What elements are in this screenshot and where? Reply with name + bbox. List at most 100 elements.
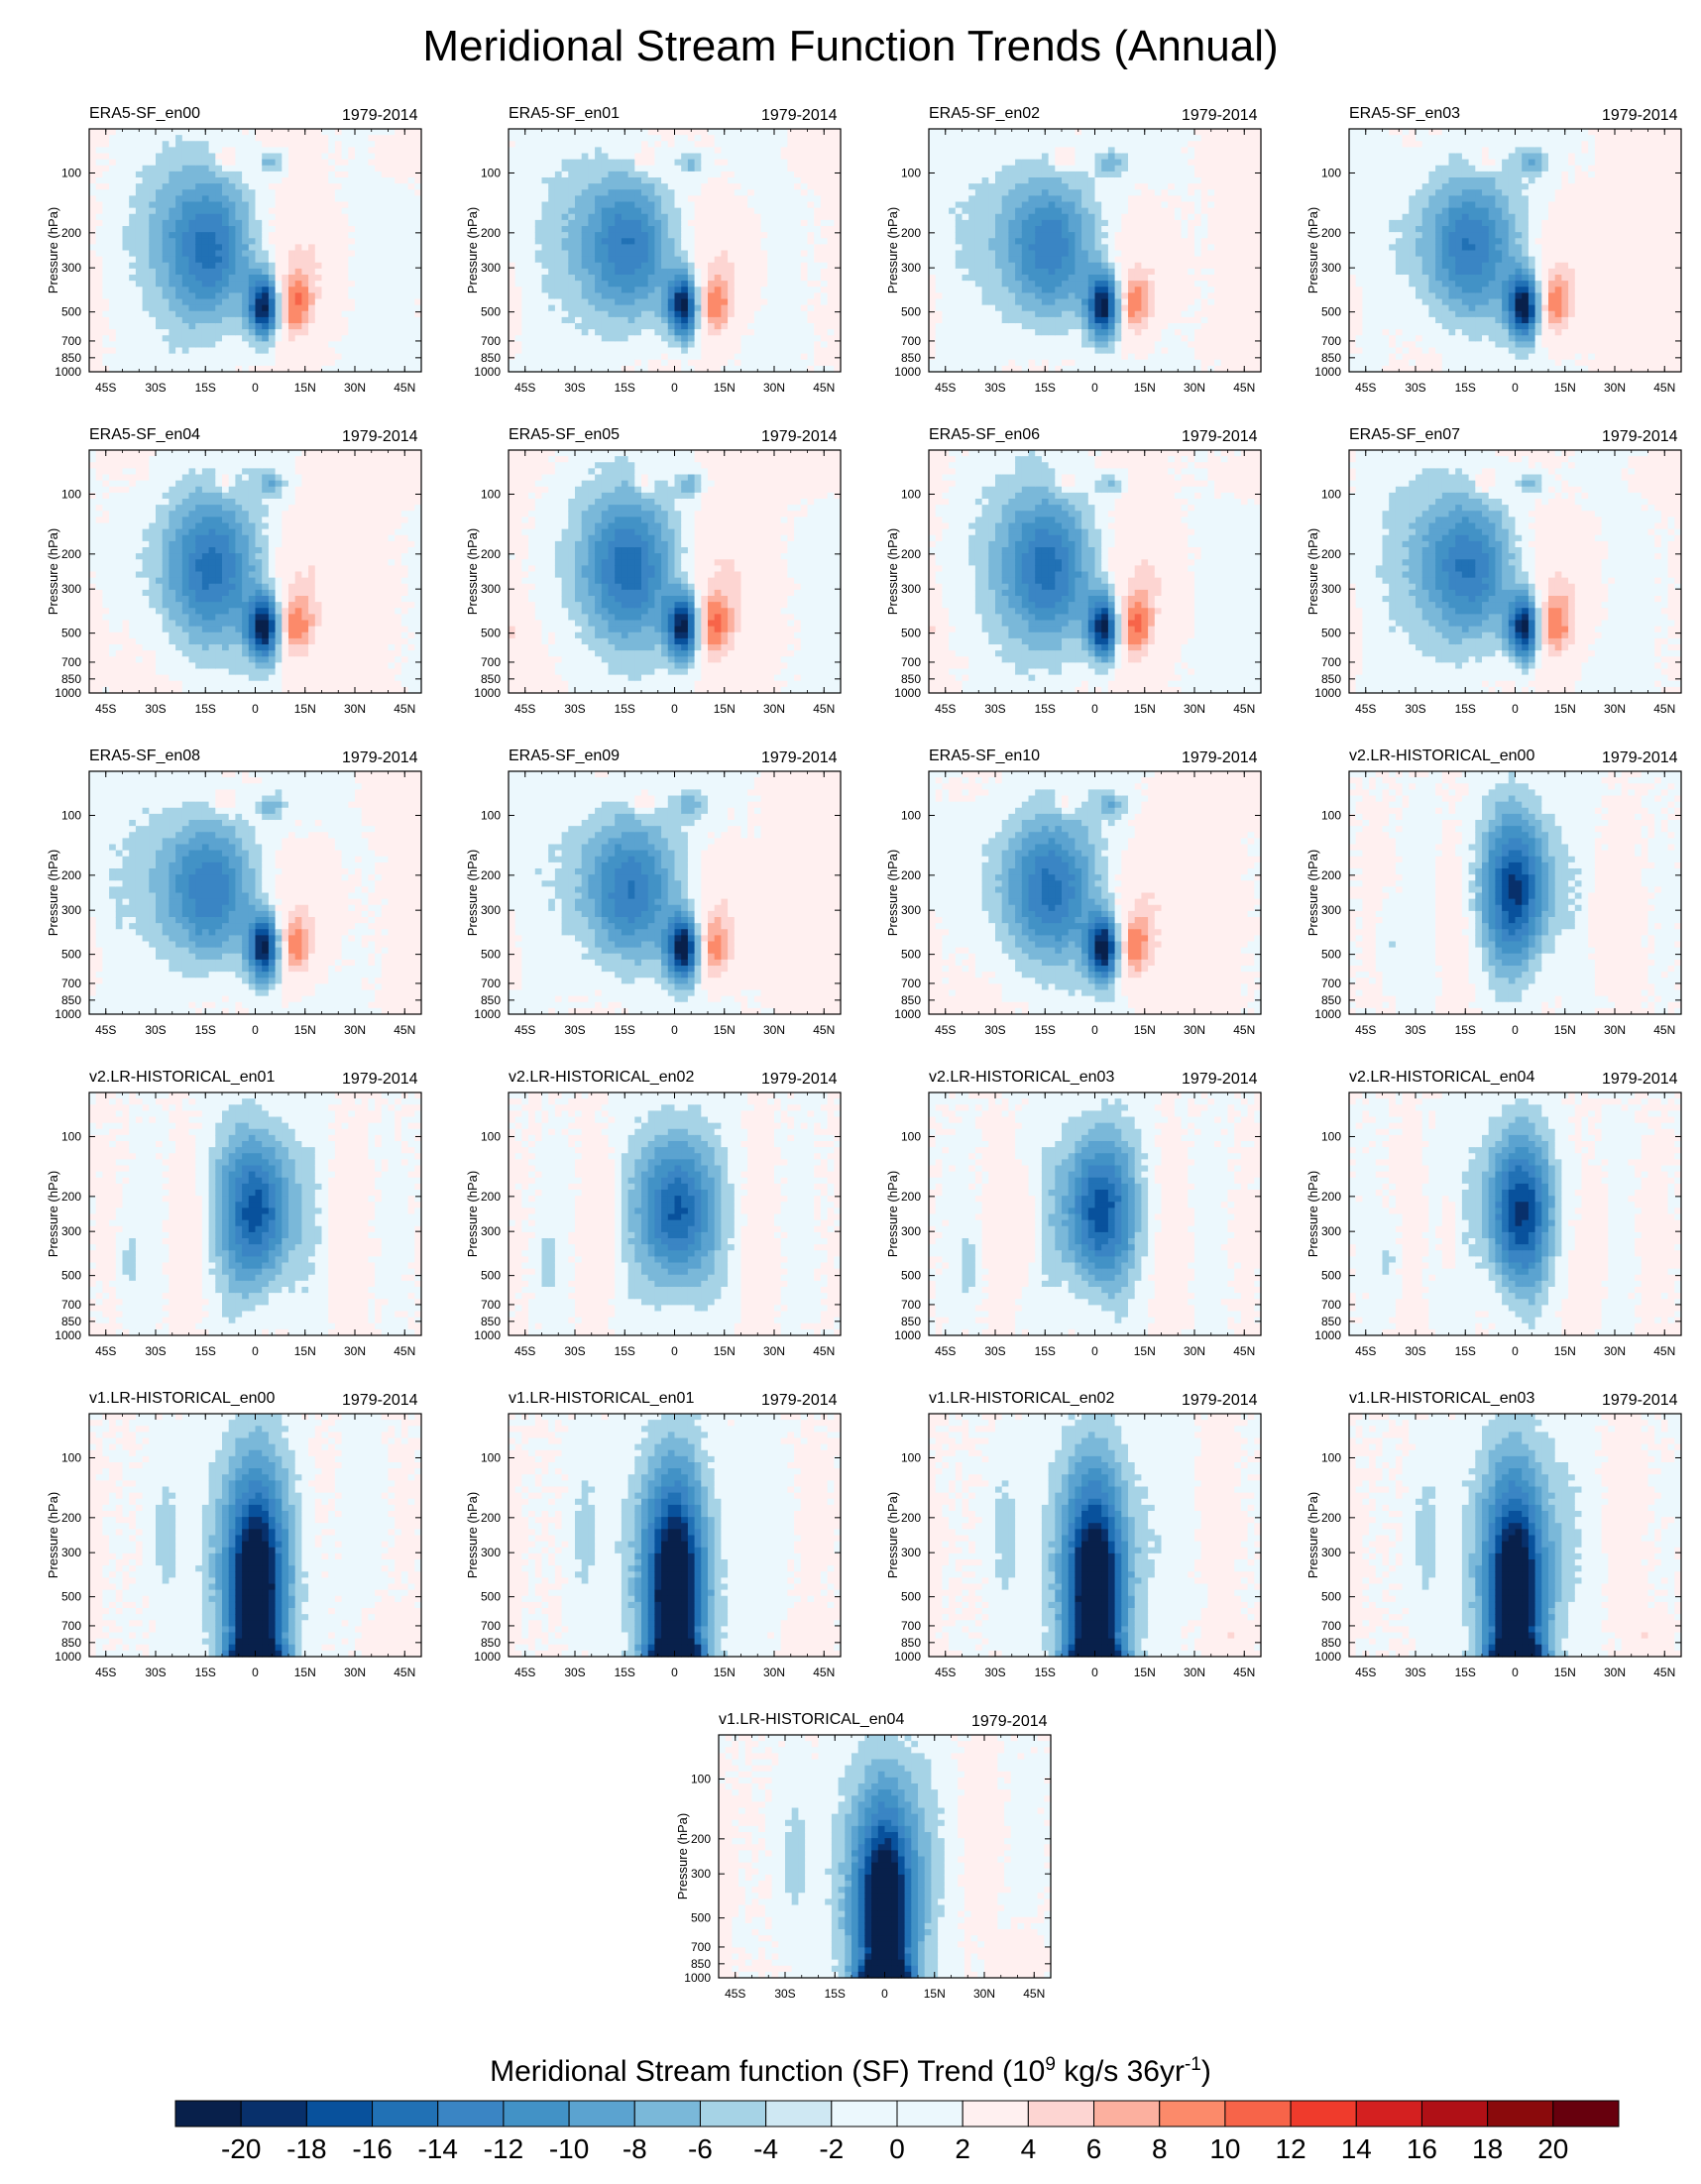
heatmap-cell: [753, 171, 762, 178]
heatmap-cell: [534, 141, 543, 148]
heatmap-cell: [647, 207, 655, 215]
heatmap-cell: [548, 287, 556, 293]
heatmap-cell: [375, 262, 383, 270]
heatmap-cell: [787, 275, 795, 282]
heatmap-cell: [935, 244, 943, 252]
heatmap-cell: [89, 287, 97, 293]
heatmap-cell: [740, 226, 748, 233]
heatmap-cell: [248, 359, 257, 367]
heatmap-cell: [521, 177, 529, 184]
heatmap-cell: [575, 359, 583, 367]
heatmap-cell: [714, 298, 722, 306]
heatmap-cell: [988, 189, 996, 196]
heatmap-cell: [149, 353, 157, 361]
heatmap-cell: [208, 353, 216, 361]
heatmap-cell: [275, 353, 283, 361]
heatmap-cell: [988, 238, 996, 245]
heatmap-cell: [407, 341, 415, 349]
heatmap-cell: [222, 135, 230, 142]
heatmap-cell: [122, 159, 130, 167]
heatmap-cell: [753, 329, 762, 336]
heatmap-cell: [275, 219, 283, 227]
heatmap-cell: [708, 281, 716, 287]
heatmap-cell: [1041, 183, 1050, 190]
heatmap-cell: [228, 359, 236, 367]
heatmap-cell: [215, 226, 223, 233]
heatmap-cell: [595, 213, 603, 221]
heatmap-cell: [800, 159, 809, 167]
heatmap-cell: [794, 329, 802, 336]
panel-period: 1979-2014: [342, 107, 418, 125]
heatmap-cell: [753, 281, 762, 287]
heatmap-cell: [109, 323, 117, 330]
heatmap-cell: [368, 207, 376, 215]
heatmap-cell: [814, 153, 822, 161]
heatmap-cell: [767, 147, 775, 155]
heatmap-cell: [714, 238, 722, 245]
heatmap-cell: [588, 268, 596, 276]
heatmap-cell: [222, 153, 230, 161]
heatmap-cell: [321, 201, 329, 209]
heatmap-cell: [400, 329, 409, 336]
heatmap-cell: [115, 329, 124, 336]
heatmap-cell: [129, 207, 137, 215]
heatmap-cell: [235, 141, 243, 148]
heatmap-cell: [1008, 287, 1016, 293]
heatmap-cell: [647, 129, 655, 136]
heatmap-cell: [388, 232, 396, 239]
heatmap-cell: [381, 275, 390, 282]
heatmap-cell: [942, 213, 950, 221]
heatmap-cell: [581, 141, 589, 148]
heatmap-cell: [794, 359, 802, 367]
heatmap-cell: [268, 195, 277, 203]
heatmap-cell: [355, 226, 363, 233]
heatmap-cell: [282, 359, 289, 367]
heatmap-cell: [1001, 189, 1009, 196]
heatmap-cell: [268, 232, 277, 239]
heatmap-cell: [955, 341, 964, 349]
heatmap-cell: [942, 147, 950, 155]
heatmap-cell: [634, 341, 642, 349]
heatmap-cell: [294, 244, 302, 252]
heatmap-cell: [834, 281, 842, 287]
heatmap-cell: [701, 353, 709, 361]
panel-0: 100 200 300 500 700 850 1000 45S 30S 15S 0 15N 30N 45…: [45, 105, 471, 424]
heatmap-cell: [321, 353, 329, 361]
heatmap-cell: [528, 135, 536, 142]
heatmap-cell: [667, 268, 676, 276]
heatmap-cell: [568, 238, 576, 245]
heatmap-cell: [661, 359, 669, 367]
heatmap-cell: [388, 359, 396, 367]
heatmap-cell: [301, 232, 309, 239]
heatmap-cell: [834, 323, 842, 330]
heatmap-cell: [634, 316, 642, 324]
heatmap-cell: [414, 141, 422, 148]
heatmap-cell: [701, 268, 709, 276]
heatmap-cell: [1041, 165, 1050, 172]
heatmap-cell: [195, 353, 203, 361]
heatmap-cell: [995, 323, 1003, 330]
heatmap-cell: [581, 135, 589, 142]
heatmap-cell: [734, 177, 742, 184]
heatmap-cell: [215, 256, 223, 264]
heatmap-cell: [1048, 347, 1056, 355]
heatmap-cell: [102, 183, 110, 190]
heatmap-cell: [175, 298, 183, 306]
heatmap-cell: [341, 256, 349, 264]
heatmap-cell: [135, 244, 144, 252]
heatmap-cell: [681, 341, 689, 349]
heatmap-cell: [814, 281, 822, 287]
heatmap-cell: [528, 341, 536, 349]
heatmap-cell: [149, 310, 157, 318]
heatmap-cell: [1008, 195, 1016, 203]
heatmap-cell: [222, 323, 230, 330]
heatmap-cell: [694, 359, 702, 367]
heatmap-cell: [687, 159, 696, 167]
heatmap-cell: [407, 165, 415, 172]
heatmap-cell: [661, 165, 669, 172]
heatmap-cell: [747, 195, 755, 203]
heatmap-cell: [129, 256, 137, 264]
heatmap-cell: [235, 268, 243, 276]
heatmap-cell: [228, 201, 236, 209]
heatmap-cell: [714, 177, 722, 184]
